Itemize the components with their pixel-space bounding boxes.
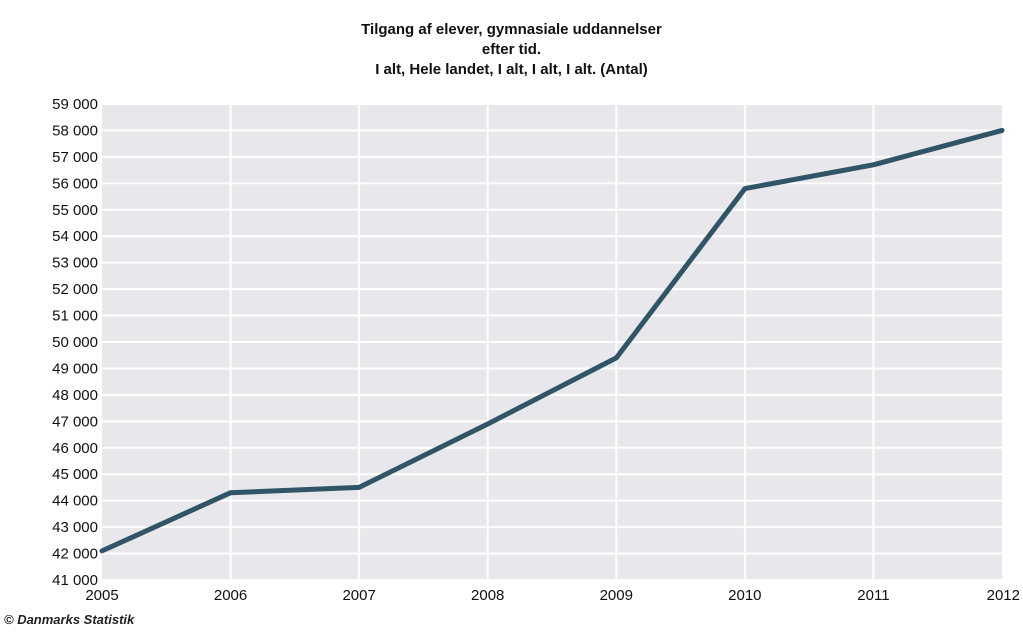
- y-tick-label: 47 000: [52, 413, 98, 430]
- y-axis: 41 000 42 000 43 000 44 000 45 000 46 000 47 0…: [52, 96, 98, 589]
- y-tick-label: 55 000: [52, 202, 98, 219]
- y-tick-label: 57 000: [52, 149, 98, 166]
- chart-title-line-2: efter tid.: [481, 41, 542, 58]
- y-tick-label: 58 000: [52, 122, 98, 139]
- x-axis: 2005 2006 2007 2008 2009 2010 2011 2012: [85, 587, 1020, 604]
- y-tick-label: 51 000: [52, 308, 98, 325]
- y-tick-label: 45 000: [52, 466, 98, 483]
- x-tick-label: 2011: [857, 587, 889, 604]
- y-tick-label: 44 000: [52, 493, 98, 510]
- y-tick-label: 42 000: [52, 546, 98, 563]
- x-tick-label: 2008: [471, 587, 504, 604]
- chart-title-line-1: Tilgang af elever, gymnasiale uddannelse…: [361, 21, 662, 38]
- series-line: [99, 127, 1005, 554]
- chart-title: Tilgang af elever, gymnasiale uddannelse…: [0, 20, 1023, 80]
- y-tick-label: 52 000: [52, 281, 98, 298]
- x-tick-label: 2007: [342, 587, 375, 604]
- y-tick-label: 54 000: [52, 228, 98, 245]
- y-tick-label: 56 000: [52, 175, 98, 192]
- y-tick-label: 49 000: [52, 360, 98, 377]
- chart-title-line-3: I alt, Hele landet, I alt, I alt, I alt.…: [375, 61, 648, 78]
- copyright-footer: © Danmarks Statistik: [4, 612, 135, 627]
- gridlines: [102, 103, 1002, 581]
- y-tick-label: 48 000: [52, 387, 98, 404]
- y-tick-label: 59 000: [52, 96, 98, 113]
- x-tick-label: 2009: [600, 587, 633, 604]
- y-tick-label: 43 000: [52, 519, 98, 536]
- y-tick-label: 53 000: [52, 255, 98, 272]
- x-tick-label: 2012: [987, 587, 1020, 604]
- x-tick-label: 2006: [214, 587, 247, 604]
- x-tick-label: 2010: [728, 587, 761, 604]
- y-tick-label: 41 000: [52, 572, 98, 589]
- series-group: [99, 127, 1005, 554]
- y-tick-label: 50 000: [52, 334, 98, 351]
- x-tick-label: 2005: [85, 587, 118, 604]
- y-tick-label: 46 000: [52, 440, 98, 457]
